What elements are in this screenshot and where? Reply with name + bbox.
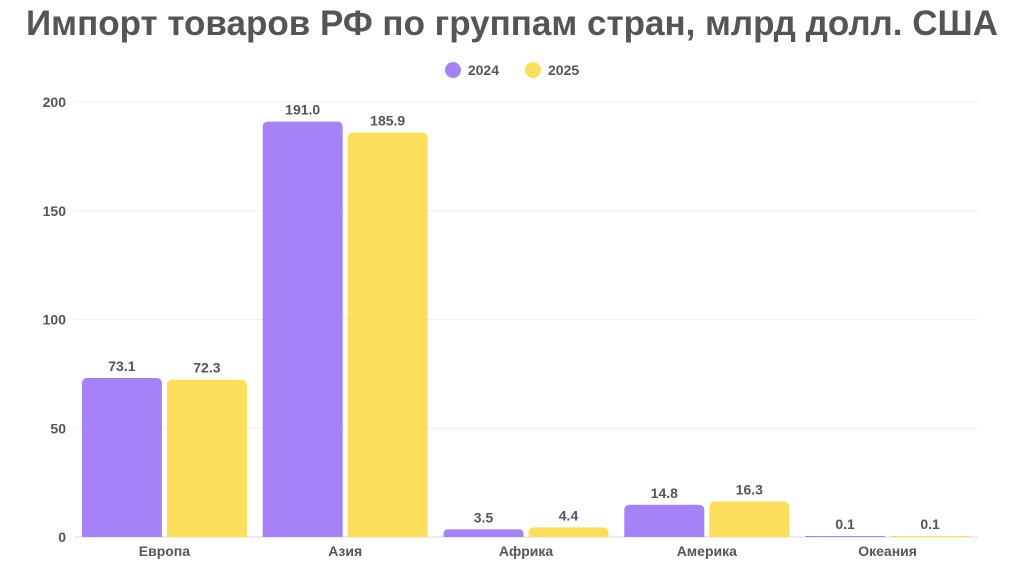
bar-base-2024-0 (81, 532, 162, 537)
bar-base-2025-1 (347, 532, 428, 537)
data-label: 72.3 (193, 360, 220, 376)
data-label: 0.1 (835, 516, 855, 532)
data-label: 185.9 (370, 113, 405, 129)
data-label: 16.3 (736, 482, 763, 498)
data-label: 3.5 (474, 509, 494, 525)
y-tick-label: 100 (43, 312, 67, 328)
y-tick-label: 50 (50, 420, 66, 436)
y-tick-label: 0 (58, 529, 66, 545)
bar-2024-0[interactable] (81, 378, 162, 537)
bar-2025-3[interactable] (709, 501, 790, 537)
legend-swatch-2025 (525, 62, 541, 78)
data-label: 14.8 (651, 485, 678, 501)
y-tick-label: 200 (43, 94, 67, 110)
bar-base-2025-0 (166, 532, 247, 537)
x-category-label: Азия (328, 543, 362, 559)
chart-title: Импорт товаров РФ по группам стран, млрд… (26, 4, 998, 43)
bar-base-2024-1 (262, 532, 343, 537)
x-category-label: Океания (858, 543, 917, 559)
bar-2025-1[interactable] (347, 132, 428, 538)
x-category-label: Европа (139, 543, 191, 559)
legend: 2024 2025 (0, 62, 1024, 78)
x-category-label: Африка (499, 543, 554, 559)
legend-swatch-2024 (444, 62, 461, 78)
bar-base-2024-3 (624, 532, 705, 537)
legend-item-2025[interactable]: 2025 (525, 62, 579, 78)
legend-item-2024[interactable]: 2024 (444, 62, 499, 78)
y-tick-label: 150 (43, 203, 67, 219)
bar-base-2025-3 (709, 532, 790, 537)
data-label: 0.1 (920, 516, 940, 532)
bar-base-2025-2 (528, 532, 609, 537)
bar-2025-0[interactable] (166, 379, 247, 537)
data-label: 4.4 (559, 507, 579, 523)
data-label: 73.1 (108, 358, 135, 374)
bar-base-2024-2 (443, 533, 524, 537)
data-label: 191.0 (285, 102, 320, 118)
legend-label-2025: 2025 (548, 62, 580, 78)
bar-2024-3[interactable] (624, 504, 705, 537)
bar-base-2025-4 (890, 536, 971, 537)
bar-2024-1[interactable] (262, 121, 343, 537)
legend-label-2024: 2024 (467, 62, 499, 78)
x-category-label: Америка (677, 543, 737, 559)
bar-base-2024-4 (805, 536, 886, 537)
